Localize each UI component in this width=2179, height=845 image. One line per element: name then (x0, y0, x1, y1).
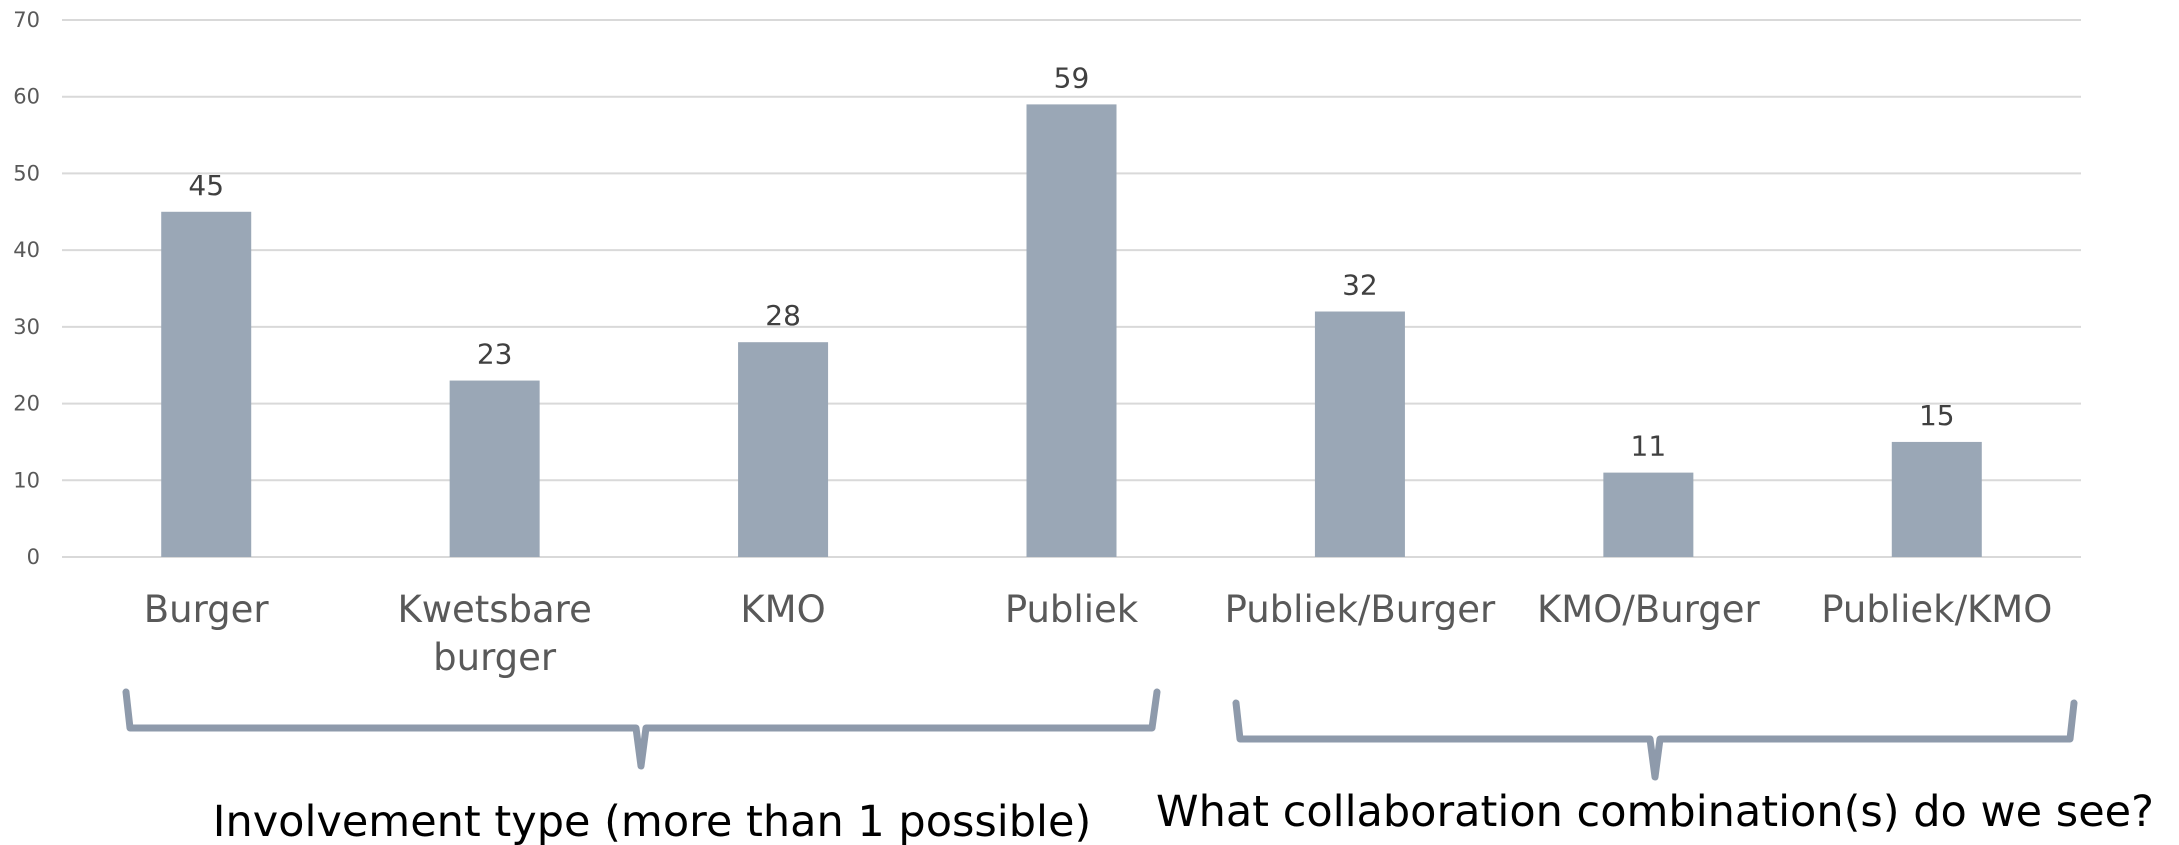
group-label-involvement: Involvement type (more than 1 possible) (213, 797, 1091, 845)
category-label: Burger (144, 588, 270, 631)
bar (1603, 472, 1694, 557)
bars (161, 104, 1982, 558)
group-brace-collaboration (1232, 699, 2078, 781)
category-label: Publiek (1005, 588, 1139, 631)
bar (1314, 311, 1405, 557)
data-label: 11 (1631, 430, 1667, 463)
bar (1891, 441, 1982, 557)
y-tick-label: 60 (13, 85, 40, 109)
category-labels: Burger Kwetsbare burger KMO Publiek Publiek/B… (144, 588, 2053, 679)
group-brace-involvement (122, 688, 1161, 770)
y-tick-label: 50 (13, 161, 40, 185)
bar (449, 380, 540, 557)
group-label-collaboration: What collaboration combination(s) do we … (1156, 787, 2154, 837)
data-label: 32 (1342, 269, 1378, 302)
bar (738, 342, 829, 557)
group-annotations: Involvement type (more than 1 possible) … (122, 688, 2154, 845)
bar (1026, 104, 1117, 557)
bar (161, 211, 252, 558)
data-label: 15 (1919, 399, 1955, 432)
data-label: 28 (765, 299, 801, 332)
data-label: 23 (477, 338, 513, 371)
y-axis-ticks: 0 10 20 30 40 50 60 70 (13, 8, 40, 569)
y-tick-label: 30 (13, 315, 40, 339)
category-label: Publiek/KMO (1821, 588, 2052, 631)
y-tick-label: 20 (13, 392, 40, 416)
data-label: 45 (188, 169, 224, 202)
y-tick-label: 0 (27, 545, 40, 569)
category-label: KMO (740, 588, 825, 631)
category-label: Publiek/Burger (1225, 588, 1496, 631)
category-label: KMO/Burger (1537, 588, 1760, 631)
y-tick-label: 10 (13, 468, 40, 492)
data-labels: 45 23 28 59 32 11 15 (188, 61, 1954, 462)
y-tick-label: 70 (13, 8, 40, 32)
y-tick-label: 40 (13, 238, 40, 262)
category-label: Kwetsbare burger (397, 588, 591, 679)
data-label: 59 (1054, 61, 1090, 94)
